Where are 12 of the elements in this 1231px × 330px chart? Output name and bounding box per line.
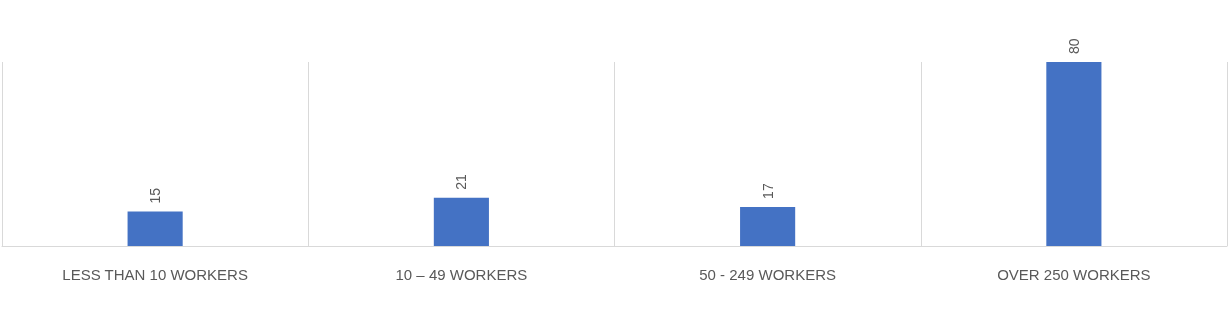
data-label: 80 — [1065, 38, 1082, 54]
x-tick-label: LESS THAN 10 WORKERS — [62, 265, 248, 283]
data-label: 17 — [759, 183, 776, 199]
x-tick-label: 10 – 49 WORKERS — [395, 265, 528, 283]
bar — [740, 206, 796, 246]
bar — [433, 197, 489, 246]
data-label: 21 — [453, 173, 470, 190]
bar — [1046, 62, 1102, 246]
data-label: 15 — [147, 187, 164, 204]
x-tick-label: OVER 250 WORKERS — [997, 265, 1151, 283]
x-tick-label: 50 - 249 WORKERS — [699, 265, 836, 283]
bar — [127, 211, 183, 246]
